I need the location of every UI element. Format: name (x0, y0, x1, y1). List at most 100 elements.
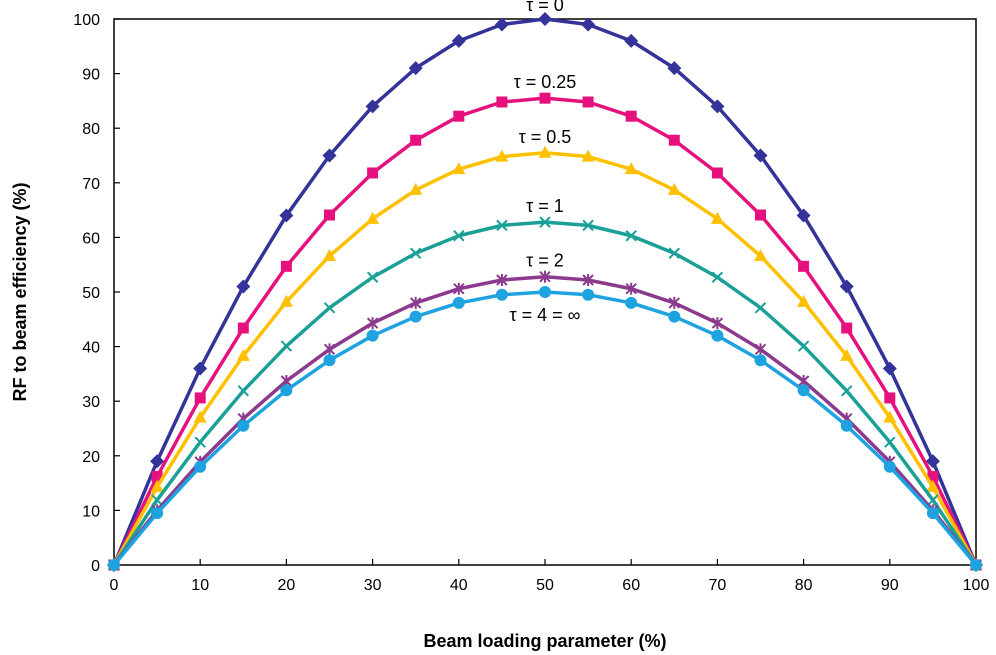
data-point-0 (538, 12, 552, 26)
data-point-5 (108, 559, 120, 571)
data-point-4 (711, 317, 724, 330)
data-point-0 (839, 279, 854, 294)
data-point-2 (624, 162, 638, 175)
data-point-5 (366, 329, 379, 342)
data-point-1 (711, 167, 723, 179)
x-tick-label: 40 (450, 577, 468, 594)
series-labels: τ = 0 τ = 0.25 τ = 0.5 τ = 1 τ = 2 τ = 4 = ∞ (510, 0, 581, 325)
data-point-5 (495, 288, 508, 301)
data-point-4 (323, 343, 336, 356)
data-point-1 (453, 110, 465, 122)
data-point-5 (280, 384, 293, 397)
data-point-0 (710, 99, 725, 114)
series-label-0: τ = 0 (526, 0, 564, 15)
data-point-1 (755, 209, 766, 221)
data-point-5 (323, 354, 336, 367)
data-point-0 (882, 361, 897, 376)
data-point-5 (237, 419, 250, 432)
x-tick-label: 10 (191, 577, 209, 594)
data-point-3 (453, 230, 465, 242)
data-point-2 (840, 348, 854, 361)
data-point-1 (841, 322, 853, 334)
y-tick-label: 10 (82, 503, 100, 520)
x-tick-label: 20 (278, 577, 296, 594)
data-point-2 (538, 145, 552, 158)
data-point-4 (668, 296, 681, 309)
data-point-5 (883, 460, 896, 473)
data-point-5 (452, 296, 465, 309)
data-point-5 (711, 329, 724, 342)
data-point-1 (194, 392, 206, 404)
data-point-3 (280, 340, 293, 352)
data-point-1 (668, 134, 680, 146)
y-tick-label: 60 (82, 230, 100, 247)
data-point-5 (409, 310, 422, 323)
data-point-4 (496, 273, 508, 286)
data-point-0 (581, 17, 596, 32)
data-point-3 (409, 247, 422, 259)
data-point-0 (408, 61, 423, 76)
y-tick-label: 0 (91, 558, 100, 575)
series-layer (107, 12, 983, 572)
data-point-4 (366, 317, 379, 330)
x-tick-label: 80 (795, 577, 813, 594)
x-tick-label: 50 (536, 577, 554, 594)
data-point-3 (323, 302, 336, 314)
x-tick-label: 70 (709, 577, 727, 594)
data-point-1 (927, 471, 939, 483)
series-label-2: τ = 0.5 (519, 127, 572, 147)
data-point-0 (925, 454, 940, 469)
data-point-2 (710, 211, 724, 224)
series-2 (107, 145, 983, 570)
data-point-3 (539, 216, 551, 228)
y-tick-label: 100 (73, 12, 100, 29)
data-point-2 (926, 479, 940, 492)
data-point-3 (496, 219, 508, 232)
data-point-2 (452, 162, 466, 175)
data-point-0 (150, 454, 165, 469)
data-point-2 (409, 182, 423, 195)
data-point-0 (624, 33, 639, 48)
series-3 (108, 216, 982, 571)
y-axis-title: RF to beam efficiency (%) (10, 182, 30, 401)
data-point-3 (754, 302, 767, 314)
y-tick-label: 30 (82, 394, 100, 411)
axis-ticks: 0 10 20 30 40 50 60 70 80 90 100 0 10 20 30 40 50 60 70 80 9… (73, 12, 989, 594)
data-point-5 (754, 354, 767, 367)
data-point-0 (494, 17, 509, 32)
data-point-2 (193, 410, 207, 423)
series-label-3: τ = 1 (526, 196, 564, 216)
y-tick-label: 80 (82, 121, 100, 138)
data-point-3 (582, 219, 594, 232)
series-label-5: τ = 4 = ∞ (510, 305, 581, 325)
y-tick-label: 90 (82, 67, 100, 84)
data-point-1 (324, 209, 335, 221)
data-point-2 (797, 294, 811, 307)
data-point-1 (237, 322, 249, 334)
data-point-5 (194, 460, 207, 473)
data-point-0 (279, 208, 294, 223)
data-point-2 (150, 479, 164, 492)
data-point-1 (410, 134, 422, 146)
data-point-2 (667, 182, 681, 195)
data-point-2 (754, 248, 767, 261)
data-point-0 (667, 61, 682, 76)
data-point-2 (366, 211, 380, 224)
data-point-0 (753, 148, 768, 163)
data-point-2 (883, 410, 897, 423)
series-label-1: τ = 0.25 (514, 72, 577, 92)
y-tick-label: 50 (82, 285, 100, 302)
data-point-1 (496, 96, 508, 108)
data-point-3 (797, 340, 810, 352)
data-point-4 (453, 282, 465, 295)
data-point-0 (796, 208, 811, 223)
data-point-2 (279, 294, 293, 307)
data-point-3 (194, 436, 206, 448)
data-point-0 (236, 279, 251, 294)
x-tick-label: 90 (881, 577, 899, 594)
data-point-5 (539, 286, 551, 298)
y-tick-label: 70 (82, 176, 100, 193)
data-point-5 (151, 507, 164, 520)
data-point-5 (582, 288, 595, 301)
